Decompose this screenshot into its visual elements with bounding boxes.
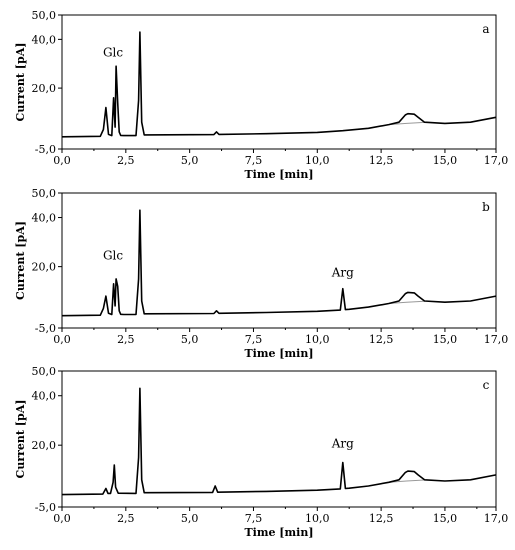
x-tick-label: 10,0 [305, 333, 330, 346]
x-tick-label: 7,5 [245, 333, 263, 346]
x-axis-label: Time [min] [244, 168, 313, 181]
x-tick-label: 15,0 [433, 333, 458, 346]
panel-letter: b [482, 200, 490, 214]
panel-b: 0,0 2,5 5,0 7,5 10,0 12,5 15,0 17,0 -5,0 20,0 40,0… [14, 187, 508, 360]
chromatogram-trace [61, 209, 497, 317]
panel-letter: a [482, 22, 489, 36]
plot-frame [61, 370, 497, 508]
panel-letter: c [483, 378, 490, 392]
x-tick-label: 5,0 [181, 333, 199, 346]
chromatogram-trace [61, 31, 497, 138]
chromatogram-trace [61, 387, 497, 496]
panel-c: 0,0 2,5 5,0 7,5 10,0 12,5 15,0 17,0 -5,0 20,0 40,0… [14, 365, 508, 539]
peak-label-glc: Glc [103, 248, 123, 262]
x-tick-label: 12,5 [369, 154, 394, 167]
x-axis-label: Time [min] [244, 526, 313, 539]
baseline-trace [388, 479, 425, 483]
plot-frame [61, 192, 497, 329]
y-axis-label: Current [pA] [14, 400, 27, 479]
x-tick-label: 12,5 [369, 512, 394, 525]
x-tick-label: 5,0 [181, 154, 199, 167]
x-tick-label: 17,0 [484, 333, 509, 346]
x-tick-label: 5,0 [181, 512, 199, 525]
y-tick-label: 40,0 [32, 390, 57, 403]
x-tick-label: 2,5 [117, 154, 135, 167]
x-tick-label: 0,0 [53, 333, 71, 346]
y-tick-label: 50,0 [32, 365, 57, 378]
y-axis-label: Current [pA] [14, 43, 27, 122]
y-axis-label: Current [pA] [14, 221, 27, 300]
x-tick-label: 17,0 [484, 512, 509, 525]
y-tick-label: 20,0 [32, 82, 57, 95]
y-tick-label: -5,0 [35, 322, 56, 335]
baseline-trace [388, 121, 425, 126]
y-tick-label: 20,0 [32, 261, 57, 274]
x-tick-label: 2,5 [117, 333, 135, 346]
x-tick-label: 15,0 [433, 154, 458, 167]
plot-frame [61, 14, 497, 150]
panel-a: 0,0 2,5 5,0 7,5 10,0 12,5 15,0 17,0 -5,0 20,0 40,0… [14, 9, 508, 181]
x-tick-label: 15,0 [433, 512, 458, 525]
y-tick-label: 50,0 [32, 187, 57, 200]
x-axis-label: Time [min] [244, 347, 313, 360]
peak-label-arg: Arg [331, 265, 354, 279]
y-tick-label: 40,0 [32, 212, 57, 225]
x-tick-label: 0,0 [53, 512, 71, 525]
y-tick-label: -5,0 [35, 501, 56, 514]
x-tick-label: 7,5 [245, 512, 263, 525]
x-tick-label: 10,0 [305, 154, 330, 167]
x-tick-label: 10,0 [305, 512, 330, 525]
y-tick-label: 40,0 [32, 33, 57, 46]
x-tick-label: 2,5 [117, 512, 135, 525]
y-tick-label: 50,0 [32, 9, 57, 22]
y-tick-label: 20,0 [32, 439, 57, 452]
baseline-trace [388, 300, 425, 304]
peak-label-glc: Glc [103, 45, 123, 59]
y-tick-label: -5,0 [35, 143, 56, 156]
x-tick-label: 12,5 [369, 333, 394, 346]
x-tick-label: 7,5 [245, 154, 263, 167]
x-tick-label: 0,0 [53, 154, 71, 167]
x-tick-label: 17,0 [484, 154, 509, 167]
peak-label-arg: Arg [331, 437, 354, 451]
